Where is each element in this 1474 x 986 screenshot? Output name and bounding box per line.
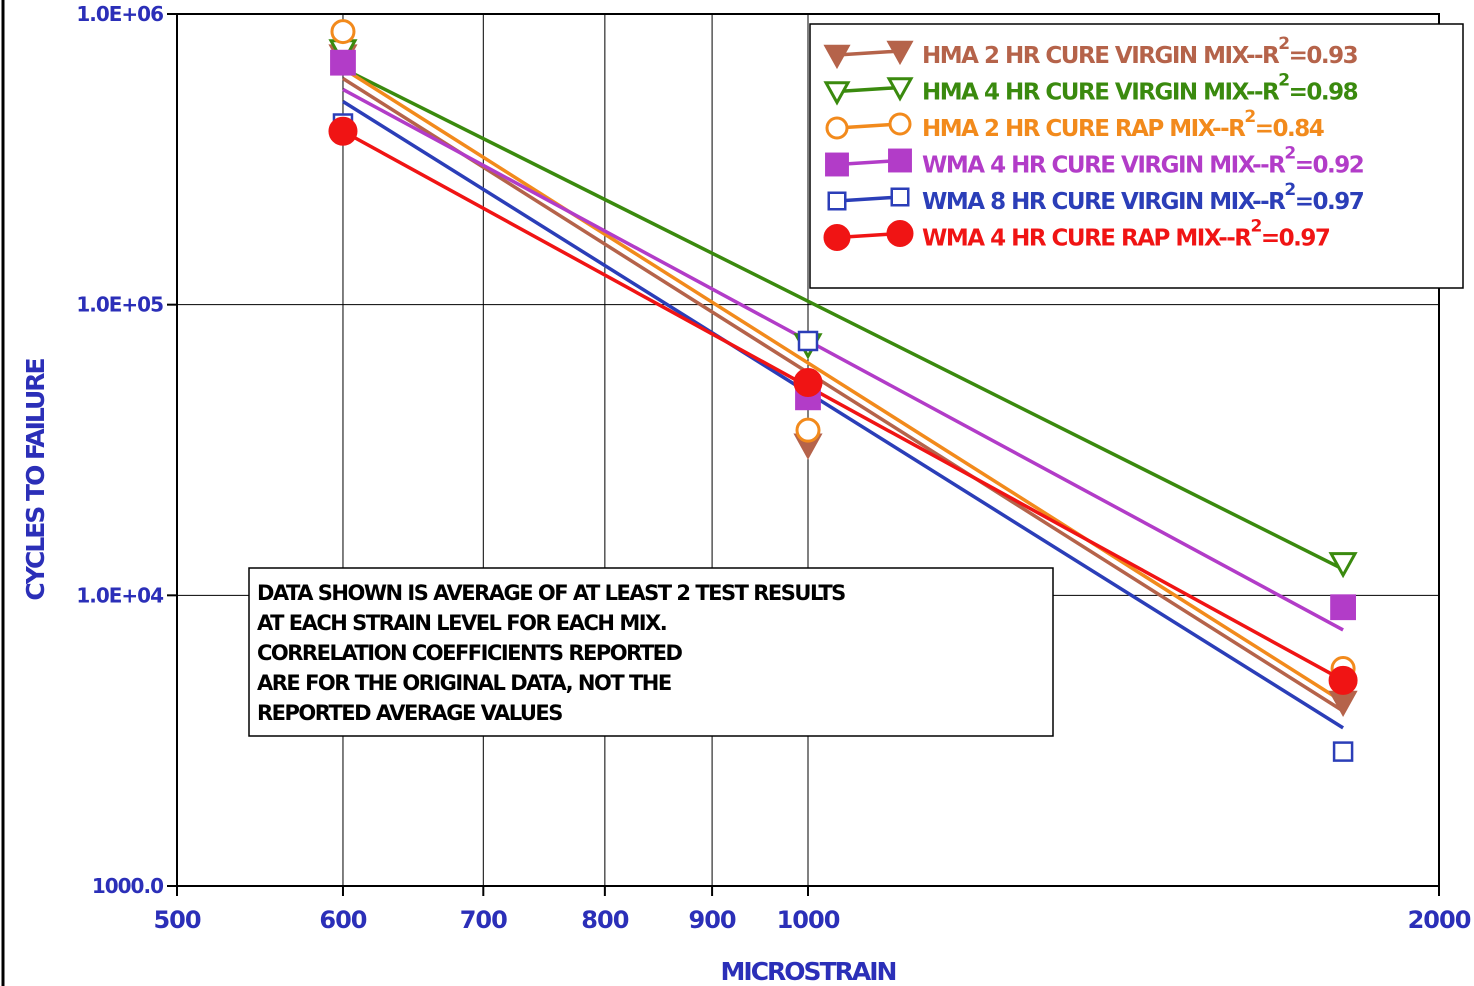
data-point (797, 330, 819, 352)
note-frame (248, 567, 1054, 737)
note-line-1: DATA SHOWN IS AVERAGE OF AT LEAST 2 TEST… (257, 581, 845, 605)
fit-line (342, 129, 1344, 682)
legend-label: HMA 2 HR CURE RAP MIX--R2=0.84 (922, 107, 1324, 142)
x-tick-label: 900 (689, 906, 736, 934)
legend-box (809, 23, 1464, 289)
data-point (1328, 552, 1358, 579)
legend-line (836, 85, 901, 94)
x-tick-labels: 500 600 700 800 900 1000 2000 (153, 886, 1472, 934)
x-tick-label: 1000 (777, 906, 840, 934)
x-tick-label: 500 (153, 906, 200, 934)
legend-label: WMA 8 HR CURE VIRGIN MIX--R2=0.97 (922, 180, 1364, 215)
data-point (330, 19, 356, 45)
y-tick-label: 1.0E+05 (76, 293, 163, 317)
legend-label: WMA 4 HR CURE VIRGIN MIX--R2=0.92 (922, 144, 1363, 179)
data-point (1328, 665, 1358, 695)
data-point (825, 152, 849, 177)
data-point (890, 187, 910, 207)
note-line-3: CORRELATION COEFFICIENTS REPORTED (257, 641, 683, 665)
data-point (1332, 741, 1354, 762)
fit-line (342, 100, 1345, 730)
fit-line (342, 66, 1344, 571)
y-tick-labels: 1000.0 1.0E+04 1.0E+05 1.0E+06 (76, 2, 177, 898)
fit-lines (342, 66, 1345, 730)
x-axis-title: MICROSTRAIN (721, 957, 896, 986)
y-axis-title: CYCLES TO FAILURE (21, 359, 50, 601)
note-line-5: REPORTED AVERAGE VALUES (257, 701, 562, 725)
data-point (823, 81, 851, 106)
data-point (888, 148, 912, 173)
data-point (886, 77, 914, 102)
legend-label: HMA 4 HR CURE VIRGIN MIX--R2=0.98 (922, 71, 1358, 106)
data-point (823, 44, 851, 70)
fit-line (342, 77, 1345, 713)
data-point (330, 49, 356, 76)
data-point (886, 40, 914, 66)
data-markers (328, 19, 1358, 762)
y-tick-label: 1000.0 (92, 874, 163, 898)
data-point (888, 112, 912, 136)
fit-line (342, 66, 1345, 704)
data-point (886, 220, 914, 247)
data-point (825, 116, 849, 140)
note-line-2: AT EACH STRAIN LEVEL FOR EACH MIX. (257, 611, 666, 635)
note-line-4: ARE FOR THE ORIGINAL DATA, NOT THE (257, 671, 671, 695)
y-tick-label: 1.0E+04 (76, 583, 163, 607)
x-tick-label: 600 (319, 906, 366, 934)
data-point (1330, 594, 1356, 621)
x-tick-label: 800 (581, 906, 628, 934)
x-tick-label: 700 (460, 906, 507, 934)
note-box: DATA SHOWN IS AVERAGE OF AT LEAST 2 TEST… (248, 567, 1054, 737)
legend-label: HMA 2 HR CURE VIRGIN MIX--R2=0.93 (922, 34, 1358, 69)
data-point (795, 417, 821, 443)
y-tick-label: 1.0E+06 (76, 2, 163, 26)
x-tick-label: 2000 (1408, 906, 1471, 934)
legend-label: WMA 4 HR CURE RAP MIX--R2=0.97 (922, 217, 1330, 252)
data-point (793, 367, 823, 397)
legend-line (836, 195, 901, 203)
fit-line (342, 87, 1344, 632)
data-point (328, 116, 358, 146)
data-point (823, 224, 851, 251)
legend-line (836, 49, 901, 57)
data-point (827, 191, 847, 211)
